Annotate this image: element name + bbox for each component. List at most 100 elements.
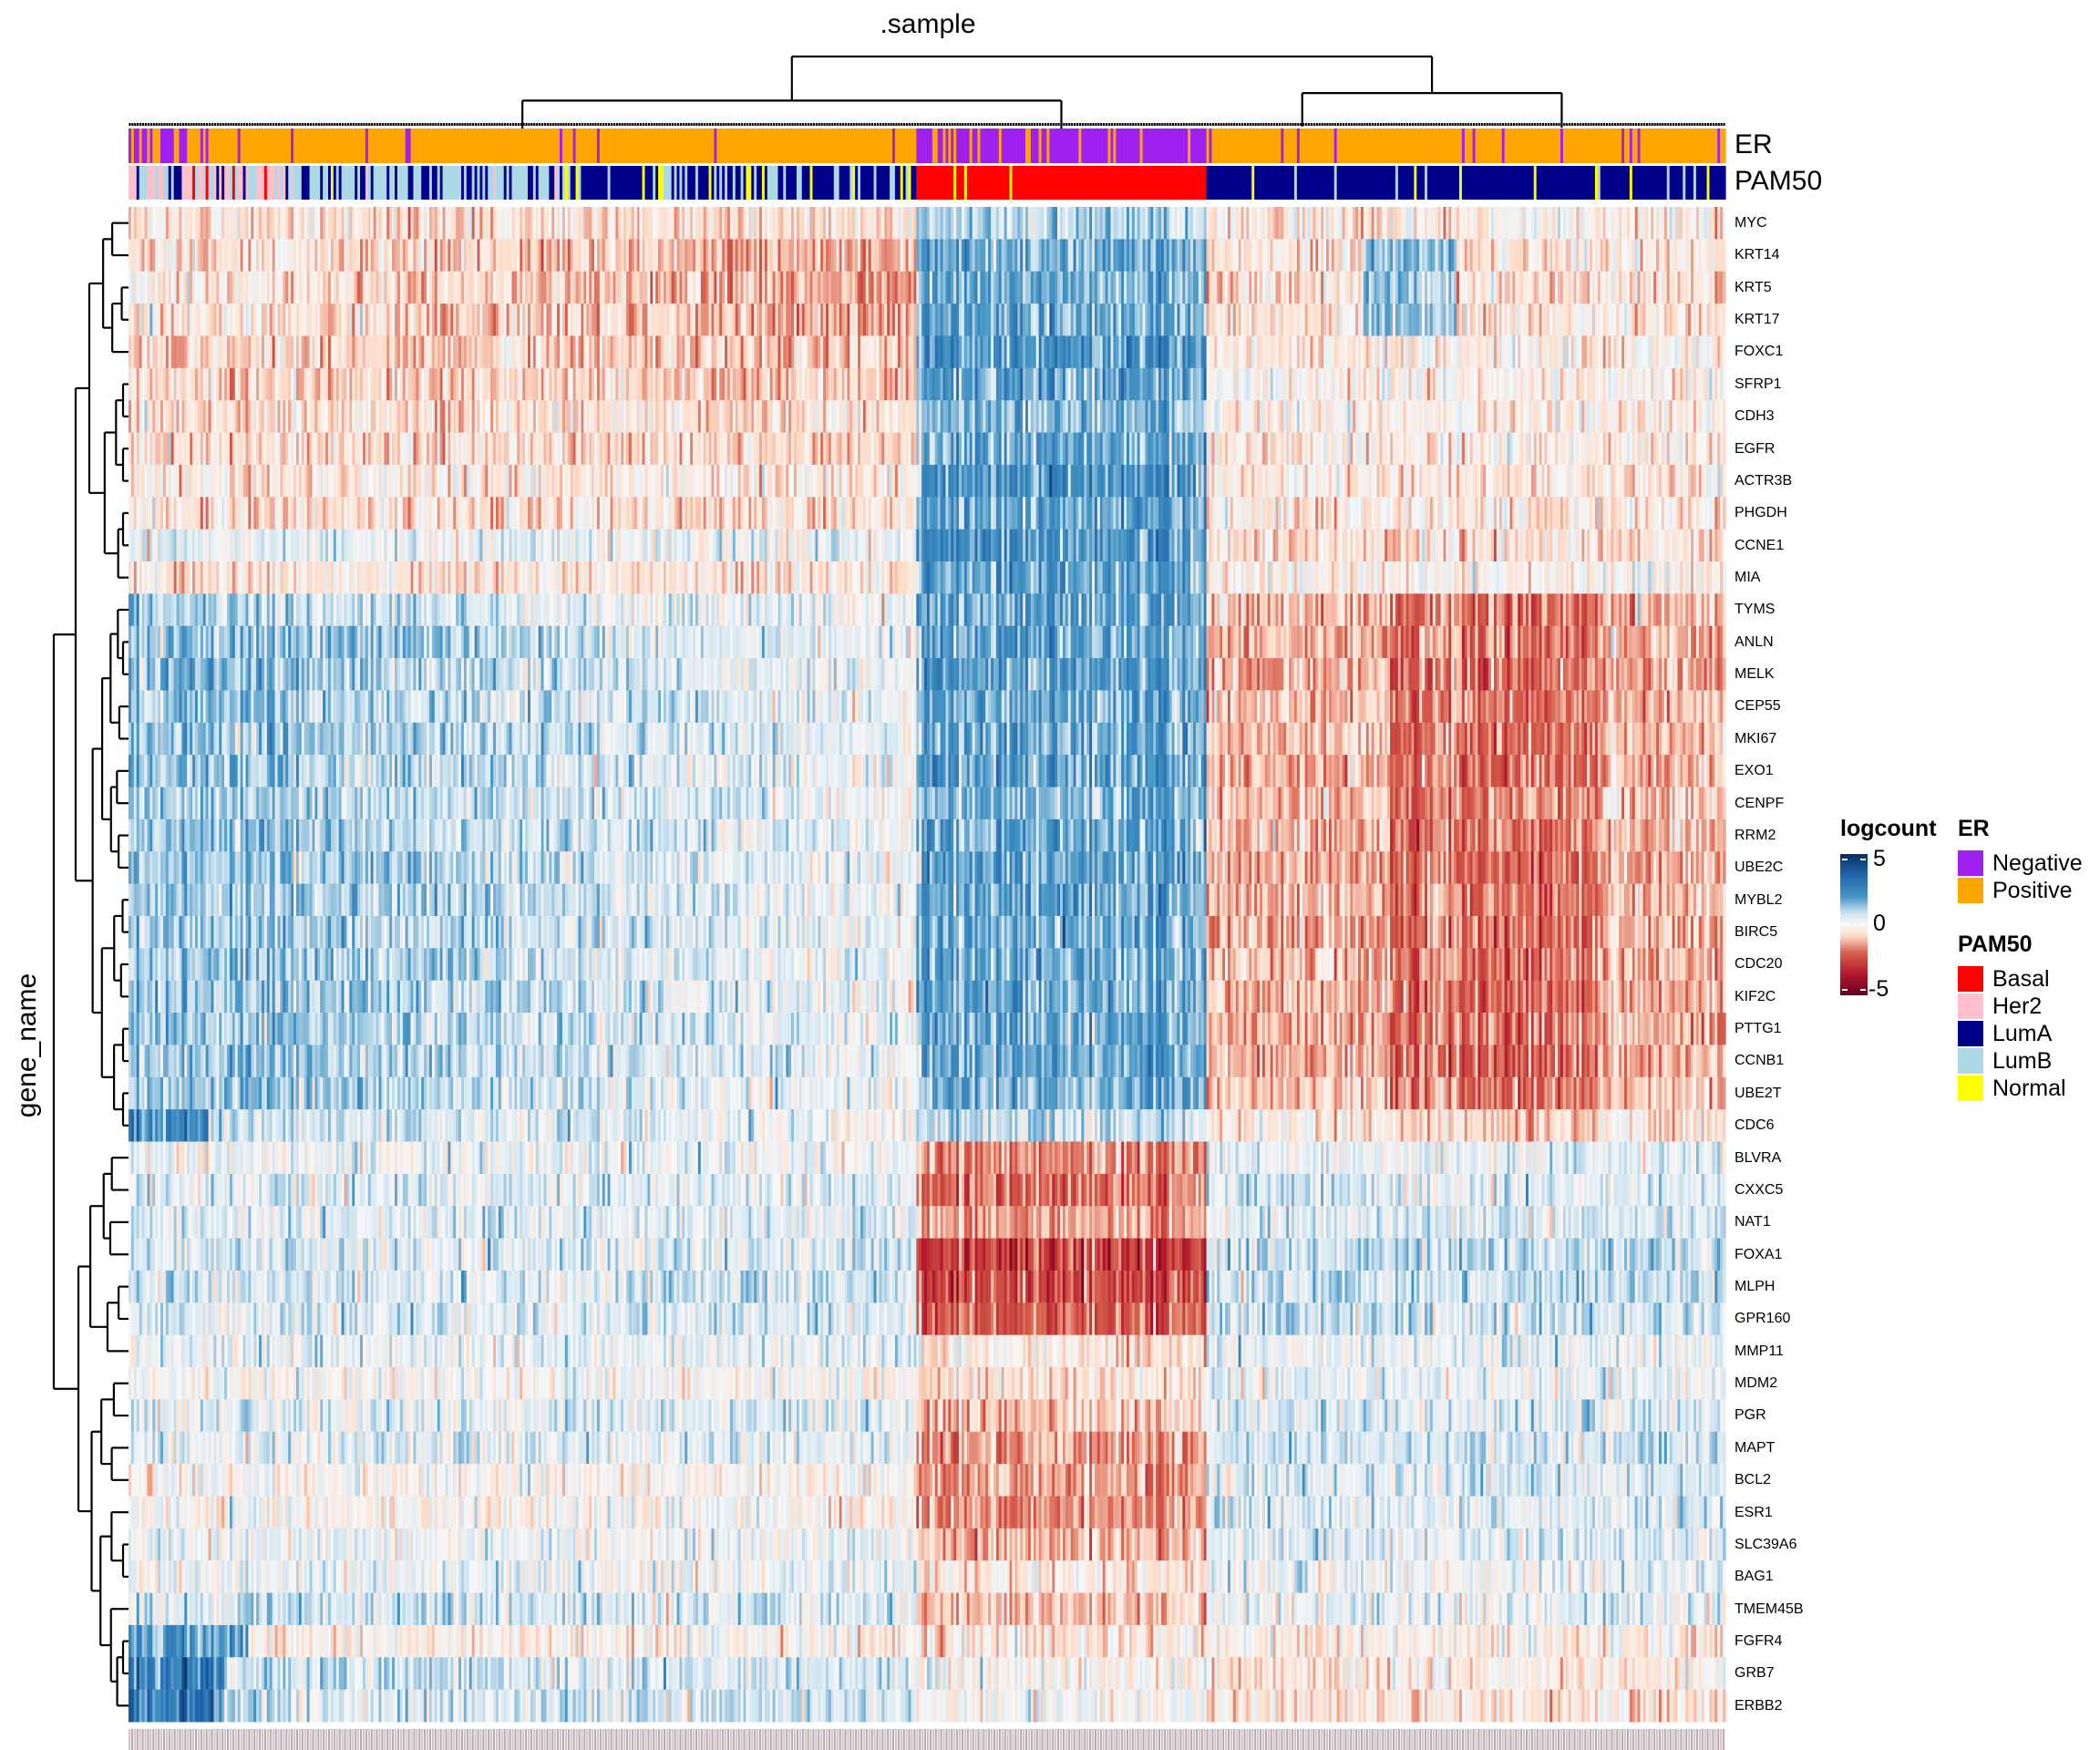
er-annotation-cell (735, 129, 739, 163)
heatmap-cell (227, 1624, 231, 1658)
er-annotation-cell (830, 129, 835, 163)
heatmap-cell (158, 948, 161, 982)
heatmap-cell (165, 464, 170, 498)
er-annotation-cell (807, 129, 811, 163)
heatmap-cell (133, 1045, 138, 1078)
heatmap-cell (160, 1560, 164, 1593)
er-annotation-cell (1012, 129, 1015, 163)
pam50-annotation-cell (392, 166, 396, 200)
er-annotation-cell (1118, 129, 1122, 163)
pam50-annotation-cell (1573, 166, 1578, 200)
pam50-annotation-cell (1451, 166, 1455, 200)
heatmap-cell (190, 367, 193, 401)
heatmap-cell (170, 1496, 175, 1529)
heatmap-cell (200, 1560, 204, 1593)
heatmap-cell (205, 529, 210, 562)
pam50-annotation-cell (1174, 166, 1179, 200)
heatmap-cell (219, 529, 222, 562)
heatmap-cell (158, 851, 161, 884)
heatmap-cell (147, 1431, 150, 1465)
heatmap-cell (224, 432, 228, 466)
heatmap-cell (141, 304, 146, 336)
er-annotation-cell (1062, 129, 1066, 163)
er-annotation-cell (1214, 129, 1218, 163)
heatmap-cell (144, 851, 149, 884)
heatmap-cell (160, 625, 164, 659)
heatmap-cell (165, 1173, 170, 1207)
heatmap-cell (144, 883, 149, 917)
heatmap-cell (144, 1270, 149, 1303)
heatmap-cell (190, 561, 193, 594)
er-annotation-cell (1041, 129, 1045, 163)
pam50-annotation-cell (277, 166, 282, 200)
er-annotation-cell (703, 129, 707, 163)
pam50-annotation-cell (402, 166, 407, 200)
pam50-annotation-cell (1318, 166, 1322, 200)
er-annotation-cell (1403, 129, 1407, 163)
heatmap-cell (190, 1302, 193, 1336)
heatmap-cell (130, 1173, 135, 1207)
heatmap-cell (139, 1045, 143, 1078)
heatmap-cell (187, 722, 190, 756)
er-annotation-cell (924, 129, 928, 163)
pam50-annotation-cell (748, 166, 752, 200)
pam50-annotation-cell (1464, 166, 1468, 200)
heatmap-cell (195, 1045, 199, 1078)
heatmap-cell (165, 400, 170, 433)
pam50-annotation-cell (234, 166, 239, 200)
heatmap-cell (173, 980, 178, 1014)
heatmap-cell (139, 1302, 143, 1336)
pam50-annotation-cell (988, 166, 992, 200)
heatmap-cell (130, 915, 135, 949)
pam50-annotation-cell (1523, 166, 1527, 200)
heatmap-cell (152, 271, 156, 304)
er-annotation-cell (367, 129, 372, 163)
heatmap-cell (144, 304, 149, 336)
er-annotation-cell (1491, 129, 1495, 163)
heatmap-cell (155, 367, 159, 401)
er-annotation-cell (578, 129, 582, 163)
heatmap-cell (227, 529, 231, 562)
heatmap-cell (139, 593, 143, 627)
heatmap-cell (187, 367, 190, 401)
pam50-annotation-cell (794, 166, 798, 200)
heatmap-cell (149, 207, 153, 240)
heatmap-cell (141, 1367, 146, 1400)
heatmap-cell (205, 851, 210, 884)
er-annotation-cell (1193, 129, 1197, 163)
er-annotation-cell (1467, 129, 1471, 163)
pam50-annotation-cell (1526, 166, 1529, 200)
heatmap-cell (192, 367, 196, 401)
heatmap-cell (168, 1141, 172, 1175)
er-annotation-cell (1110, 129, 1114, 163)
heatmap-cell (133, 1560, 138, 1593)
heatmap-cell (155, 432, 159, 466)
pam50-annotation-cell (1483, 166, 1487, 200)
heatmap-cell (173, 1560, 178, 1593)
pam50-annotation-cell (1448, 166, 1452, 200)
heatmap-cell (195, 1560, 199, 1593)
heatmap-cell (208, 207, 212, 240)
pam50-annotation-cell (1426, 166, 1431, 200)
heatmap-cell (179, 1367, 182, 1400)
heatmap-cell (197, 593, 201, 627)
heatmap-cell (227, 690, 231, 724)
er-annotation-cell (1526, 129, 1529, 163)
heatmap-cell (205, 1464, 210, 1497)
er-annotation-cell (794, 129, 798, 163)
er-annotation-cell (309, 129, 314, 163)
er-annotation-cell (256, 129, 260, 163)
heatmap-cell (187, 755, 190, 788)
heatmap-cell (227, 755, 231, 788)
er-annotation-cell (158, 129, 161, 163)
heatmap-cell (176, 561, 180, 594)
er-annotation-cell (879, 129, 882, 163)
heatmap-cell (176, 1334, 180, 1368)
er-annotation-cell (897, 129, 901, 163)
pam50-annotation-cell (1145, 166, 1148, 200)
er-annotation-cell (1235, 129, 1240, 163)
er-annotation-cell (317, 129, 321, 163)
pam50-annotation-cell (727, 166, 731, 200)
heatmap-cell (176, 851, 180, 884)
heatmap-cell (144, 529, 149, 562)
